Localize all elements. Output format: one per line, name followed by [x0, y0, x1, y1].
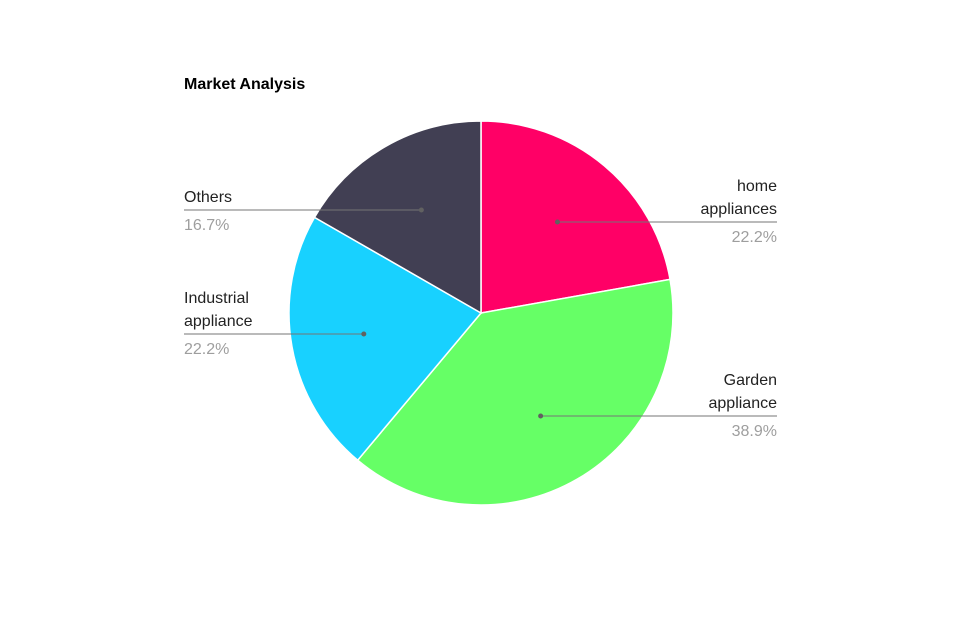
chart-title: Market Analysis	[184, 76, 305, 93]
leader-dot-home-appliances	[554, 219, 560, 225]
pie-slice-others	[313, 120, 482, 315]
slice-label-others: Others	[184, 189, 232, 206]
pie-slice-home-appliances	[480, 120, 671, 314]
slice-label-home-appliances: home	[737, 178, 777, 195]
leader-dot-garden-appliance	[538, 413, 544, 419]
leader-dot-others	[418, 207, 424, 213]
slice-label-home-appliances: appliances	[701, 201, 778, 218]
slice-labels: home appliances 22.2% Garden appliance 38.9% I…	[184, 178, 777, 440]
slice-label-industrial-appliance: Industrial	[184, 290, 249, 307]
slice-percent-garden-appliance: 38.9%	[732, 423, 777, 440]
pie-slice-industrial-appliance	[288, 216, 483, 462]
pie-slices	[288, 120, 674, 506]
slice-percent-others: 16.7%	[184, 217, 229, 234]
slice-label-garden-appliance: appliance	[709, 395, 778, 412]
slice-percent-industrial-appliance: 22.2%	[184, 341, 229, 358]
slice-label-garden-appliance: Garden	[724, 372, 777, 389]
slice-percent-home-appliances: 22.2%	[732, 229, 777, 246]
pie-slice-garden-appliance	[356, 278, 674, 506]
slice-label-industrial-appliance: appliance	[184, 313, 253, 330]
leader-dot-industrial-appliance	[361, 331, 367, 337]
